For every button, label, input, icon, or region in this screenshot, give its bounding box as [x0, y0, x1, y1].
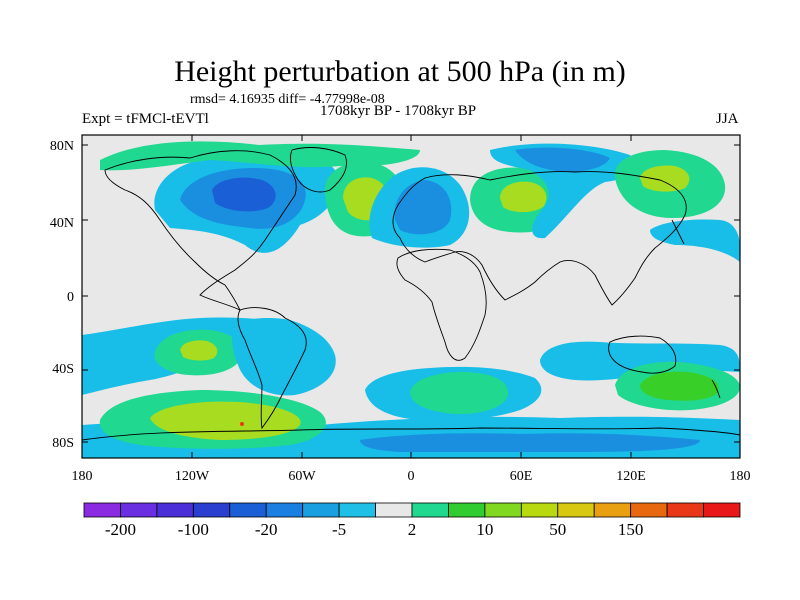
contour-indian-negative [540, 341, 740, 381]
contour-southatlantic-positive [410, 372, 509, 415]
contour-na-negative-core [212, 177, 276, 212]
colorbar-label: -100 [178, 520, 209, 539]
colorbar-swatch [703, 502, 741, 518]
colorbar-swatch [192, 502, 231, 518]
lon-label-180w: 180 [72, 469, 93, 484]
contour-pacific-negative [650, 219, 740, 262]
colorbar-label: -5 [332, 520, 346, 539]
plot-title: Height perturbation at 500 hPa (in m) [174, 55, 626, 88]
contour-southamerica-negative [232, 317, 336, 396]
colorbar-swatch [593, 502, 632, 518]
colorbar-swatch [302, 502, 340, 518]
colorbar-label: -200 [105, 520, 136, 539]
contour-eurasia-positive-core [500, 181, 547, 213]
latitude-tick-marks [82, 144, 740, 443]
colorbar-swatch [265, 502, 304, 518]
colorbar [83, 502, 741, 518]
lat-label-80n: 80N [50, 139, 74, 154]
lon-label-120e: 120E [616, 469, 646, 484]
contour-arctic-positive [100, 141, 420, 171]
colorbar-swatch [156, 502, 194, 518]
colorbar-label: 50 [549, 520, 566, 539]
colorbar-label: 10 [476, 520, 493, 539]
contour-max-spot [240, 422, 244, 426]
colorbar-swatch [338, 502, 376, 518]
colorbar-labels: -200 -100 -20 -5 2 10 50 150 [105, 520, 644, 539]
colorbar-swatch [411, 502, 449, 518]
contour-europe-negative-mid [394, 180, 452, 235]
contour-antarctic-negative-mid [360, 433, 700, 452]
colorbar-swatch [83, 502, 121, 518]
colorbar-swatch [120, 502, 158, 518]
lon-label-180e: 180 [730, 469, 751, 484]
period-label: 1708kyr BP - 1708kyr BP [320, 103, 477, 119]
lon-label-120w: 120W [175, 469, 210, 484]
lon-label-60e: 60E [510, 469, 533, 484]
coastlines [82, 147, 740, 441]
colorbar-swatch [448, 502, 486, 518]
colorbar-swatch [375, 502, 413, 518]
lat-label-40s: 40S [52, 362, 74, 377]
colorbar-swatch [484, 502, 522, 518]
contour-southpacific-positive-core [180, 340, 218, 361]
contour-eastasia-positive-core [640, 165, 690, 192]
longitude-tick-marks [81, 135, 741, 458]
colorbar-swatch [520, 502, 559, 518]
contour-siberia-negative-mid [515, 147, 610, 172]
colorbar-label: 2 [408, 520, 417, 539]
colorbar-label: 150 [618, 520, 644, 539]
colorbar-swatch [557, 502, 595, 518]
lat-label-equator: 0 [67, 290, 74, 305]
season-label: JJA [716, 111, 739, 127]
contour-field [82, 135, 740, 458]
colorbar-swatch [666, 502, 704, 518]
lat-label-40n: 40N [50, 216, 74, 231]
lon-label-60w: 60W [288, 469, 316, 484]
contour-australia-positive-core [640, 371, 719, 401]
colorbar-label: -20 [255, 520, 278, 539]
experiment-label: Expt = tFMCl-tEVTl [82, 111, 209, 127]
lon-label-0: 0 [408, 469, 415, 484]
colorbar-swatch [229, 502, 267, 518]
lat-label-80s: 80S [52, 436, 74, 451]
stats-label: rmsd= 4.16935 diff= -4.77998e-08 [190, 92, 385, 107]
colorbar-swatch [630, 502, 668, 518]
